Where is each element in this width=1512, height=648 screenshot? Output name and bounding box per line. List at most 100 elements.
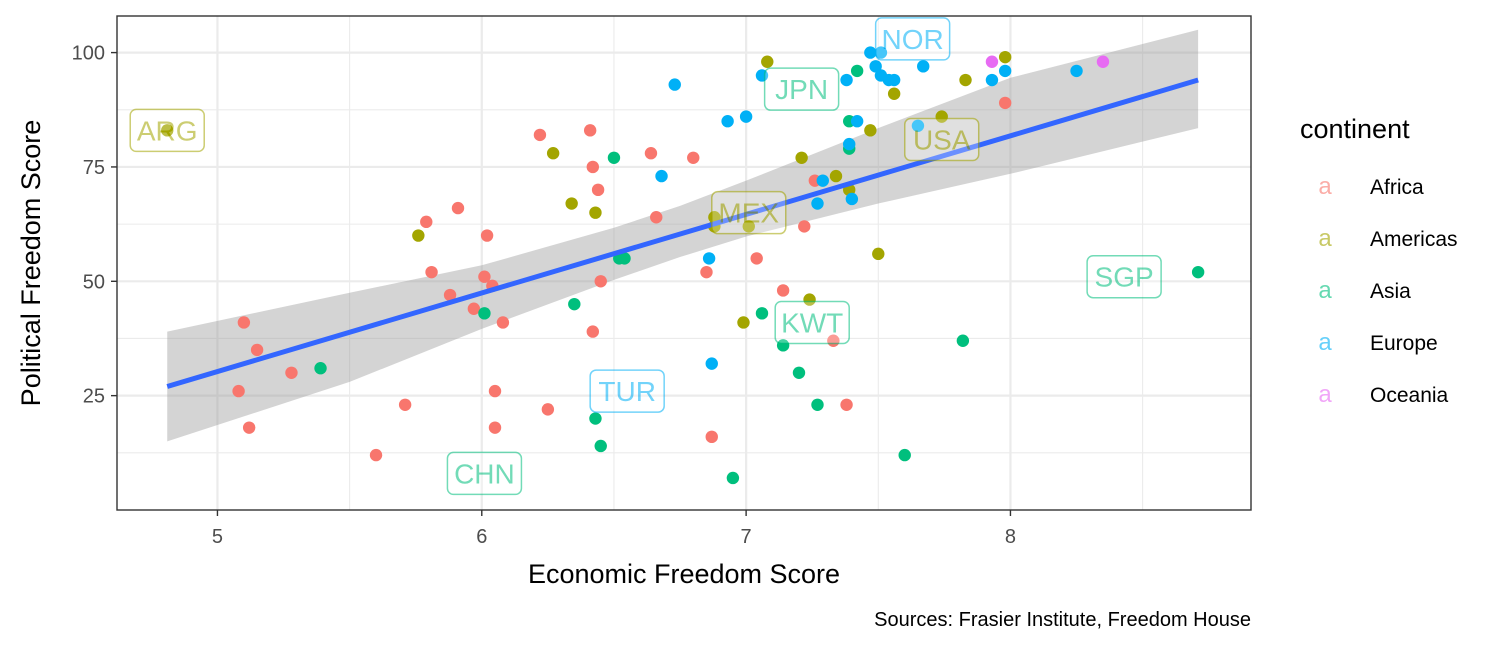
country-label-usa: USA: [903, 117, 980, 162]
data-point: [705, 357, 718, 370]
country-label-jpn: JPN: [763, 67, 840, 111]
data-point: [816, 174, 829, 187]
x-tick-label: 6: [476, 526, 487, 548]
data-point: [594, 439, 607, 453]
data-point: [655, 169, 668, 183]
country-label-box: [711, 190, 787, 235]
data-point: [761, 55, 774, 68]
data-point: [911, 119, 925, 132]
y-axis-title: Political Freedom Score: [16, 120, 46, 407]
country-label-text: JPN: [775, 74, 828, 105]
country-label-box: [1086, 254, 1162, 299]
data-point: [568, 297, 581, 311]
panel-background: [117, 16, 1251, 510]
data-point: [425, 265, 438, 279]
data-point: [314, 362, 327, 375]
data-point: [829, 169, 843, 183]
data-point: [546, 147, 560, 160]
legend-label: Asia: [1370, 280, 1411, 303]
data-point: [467, 302, 481, 315]
country-label-nor: NOR: [874, 17, 951, 61]
data-point: [618, 252, 631, 265]
data-point: [811, 197, 824, 210]
data-point: [887, 87, 901, 100]
data-point: [998, 64, 1012, 78]
country-label-text: SGP: [1095, 262, 1154, 293]
legend-key-glyph: a: [1318, 225, 1332, 252]
data-point: [687, 151, 700, 164]
data-point: [478, 270, 491, 283]
y-axis: 25 50 75 100: [72, 43, 117, 408]
country-label-tur: TUR: [589, 369, 665, 413]
data-point: [488, 421, 502, 434]
legend-key-glyph: a: [1318, 329, 1332, 356]
data-point: [586, 160, 600, 174]
country-label-arg: ARG: [129, 108, 205, 153]
data-point: [533, 128, 547, 142]
data-point: [705, 430, 718, 444]
regression-line: [166, 77, 1199, 389]
legend-title: continent: [1300, 114, 1410, 144]
x-tick-label: 8: [1005, 526, 1016, 548]
data-point: [488, 384, 502, 398]
country-label-text: ARG: [137, 115, 198, 146]
data-point: [985, 73, 999, 87]
country-labels: ARG CHN JPN KWT MEX NOR SGP TUR USA: [129, 17, 1162, 496]
country-label-mex: MEX: [711, 190, 787, 235]
country-label-text: USA: [913, 125, 971, 156]
country-label-box: [903, 117, 980, 162]
legend-item-asia: a Asia: [1318, 277, 1411, 304]
series-africa: [232, 96, 1012, 462]
data-point: [742, 220, 755, 233]
country-label-box: [129, 108, 205, 153]
data-point: [607, 151, 621, 164]
data-point: [451, 201, 465, 215]
data-point: [586, 325, 600, 338]
country-label-kwt: KWT: [774, 300, 850, 345]
data-point: [898, 448, 911, 462]
data-point: [420, 215, 433, 229]
data-point: [565, 197, 578, 210]
country-label-chn: CHN: [446, 451, 523, 496]
data-point: [443, 288, 457, 302]
data-point: [583, 124, 597, 137]
legend-label: Africa: [1370, 176, 1424, 199]
data-point: [776, 284, 790, 297]
data-point: [840, 73, 853, 87]
legend-item-oceania: a Oceania: [1318, 381, 1448, 408]
data-point: [721, 115, 734, 128]
data-point: [869, 60, 882, 73]
data-point: [237, 316, 251, 329]
data-point: [845, 192, 859, 206]
data-point: [917, 60, 930, 73]
x-tick-label: 5: [212, 526, 223, 548]
data-point: [811, 398, 824, 411]
x-axis-title: Economic Freedom Score: [528, 559, 840, 589]
plot-panel: ARG CHN JPN KWT MEX NOR SGP TUR USA: [116, 15, 1252, 511]
country-label-text: TUR: [598, 376, 656, 407]
y-tick-label: 25: [83, 386, 105, 408]
data-point: [959, 73, 972, 87]
fit-line: [166, 77, 1199, 389]
data-point: [594, 275, 607, 288]
data-point: [864, 124, 877, 137]
data-point: [843, 137, 856, 151]
data-point: [803, 293, 816, 306]
data-point: [850, 64, 864, 78]
data-point: [998, 50, 1012, 64]
data-point: [850, 115, 864, 128]
country-label-box: [763, 67, 840, 111]
country-label-sgp: SGP: [1086, 254, 1162, 299]
data-point: [478, 307, 491, 320]
country-label-text: CHN: [454, 458, 515, 489]
data-point: [755, 307, 769, 320]
data-point: [874, 46, 888, 59]
data-point: [1070, 64, 1083, 78]
legend-label: Oceania: [1370, 384, 1449, 407]
data-point: [496, 316, 510, 329]
data-point: [935, 110, 948, 123]
country-label-text: KWT: [781, 307, 843, 338]
series-europe: [655, 46, 1083, 370]
data-point: [840, 398, 853, 411]
